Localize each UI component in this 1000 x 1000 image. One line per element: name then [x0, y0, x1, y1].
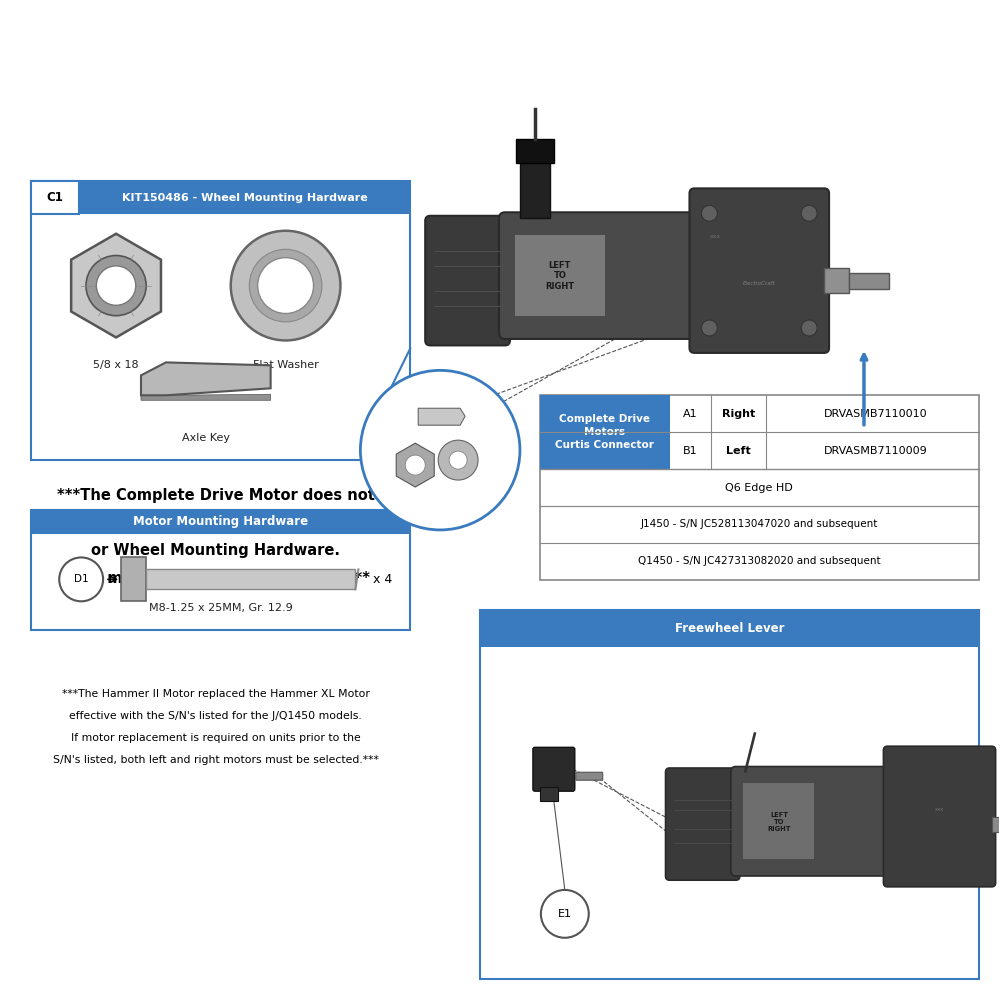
FancyBboxPatch shape [31, 510, 410, 534]
Polygon shape [418, 408, 465, 425]
Circle shape [360, 370, 520, 530]
Polygon shape [396, 443, 434, 487]
Circle shape [405, 455, 425, 475]
Text: effective with the S/N's listed for the J/Q1450 models.: effective with the S/N's listed for the … [69, 711, 362, 721]
Circle shape [258, 258, 314, 314]
Circle shape [59, 557, 103, 601]
Polygon shape [141, 362, 271, 395]
FancyBboxPatch shape [515, 235, 605, 316]
FancyBboxPatch shape [31, 181, 410, 214]
Circle shape [96, 266, 136, 305]
Polygon shape [71, 234, 161, 337]
FancyBboxPatch shape [824, 268, 849, 293]
Text: DRVASMB7110009: DRVASMB7110009 [824, 446, 928, 456]
Text: C1: C1 [47, 191, 64, 204]
FancyBboxPatch shape [743, 783, 814, 859]
Text: DRVASMB7110010: DRVASMB7110010 [824, 409, 928, 419]
Circle shape [801, 205, 817, 221]
Text: ***The Hammer II Motor replaced the Hammer XL Motor: ***The Hammer II Motor replaced the Hamm… [62, 689, 370, 699]
Text: Left: Left [726, 446, 751, 456]
FancyBboxPatch shape [540, 395, 979, 580]
Text: xxx: xxx [935, 807, 944, 812]
FancyBboxPatch shape [121, 557, 146, 601]
FancyBboxPatch shape [480, 610, 979, 647]
Text: S/N's listed, both left and right motors must be selected.***: S/N's listed, both left and right motors… [53, 755, 379, 765]
FancyBboxPatch shape [731, 767, 892, 876]
Circle shape [541, 890, 589, 938]
Circle shape [249, 249, 322, 322]
Text: They must be selected separately.***: They must be selected separately.*** [62, 571, 370, 586]
Text: ***The Complete Drive Motor does not: ***The Complete Drive Motor does not [57, 488, 375, 503]
FancyBboxPatch shape [666, 768, 740, 880]
FancyBboxPatch shape [520, 163, 550, 218]
Text: ElectroCraft: ElectroCraft [743, 281, 776, 286]
Text: Axle Key: Axle Key [182, 433, 230, 443]
Circle shape [701, 320, 717, 336]
FancyBboxPatch shape [689, 188, 829, 353]
Text: D1: D1 [74, 574, 88, 584]
Circle shape [449, 451, 467, 469]
Text: or Wheel Mounting Hardware.: or Wheel Mounting Hardware. [91, 543, 340, 558]
Circle shape [231, 231, 340, 340]
Text: KIT150486 - Wheel Mounting Hardware: KIT150486 - Wheel Mounting Hardware [122, 193, 368, 203]
Text: xxx: xxx [709, 234, 721, 239]
FancyBboxPatch shape [992, 817, 1000, 832]
Text: LEFT
TO
RIGHT: LEFT TO RIGHT [767, 812, 791, 832]
Text: J1450 - S/N JC528113047020 and subsequent: J1450 - S/N JC528113047020 and subsequen… [641, 519, 878, 529]
Text: A1: A1 [683, 409, 698, 419]
Text: x 4: x 4 [373, 573, 393, 586]
FancyBboxPatch shape [516, 139, 554, 163]
Text: Q6 Edge HD: Q6 Edge HD [725, 483, 793, 493]
FancyBboxPatch shape [31, 181, 410, 460]
Text: Complete Drive
Motors
Curtis Connector: Complete Drive Motors Curtis Connector [555, 414, 654, 450]
FancyBboxPatch shape [31, 181, 79, 214]
FancyBboxPatch shape [425, 216, 510, 345]
FancyBboxPatch shape [146, 569, 355, 589]
Text: M8-1.25 x 25MM, Gr. 12.9: M8-1.25 x 25MM, Gr. 12.9 [149, 603, 293, 613]
Circle shape [438, 440, 478, 480]
Text: B1: B1 [683, 446, 698, 456]
FancyBboxPatch shape [533, 747, 575, 791]
FancyBboxPatch shape [849, 273, 889, 289]
Polygon shape [141, 392, 271, 400]
FancyBboxPatch shape [576, 772, 603, 780]
Text: Right: Right [722, 409, 755, 419]
FancyBboxPatch shape [31, 510, 410, 630]
Circle shape [86, 256, 146, 316]
FancyBboxPatch shape [540, 787, 558, 801]
Text: Freewheel Lever: Freewheel Lever [675, 622, 784, 635]
Text: include the Motor Mounting Hardware: include the Motor Mounting Hardware [58, 515, 374, 530]
Circle shape [801, 320, 817, 336]
Text: 5/8 x 18: 5/8 x 18 [93, 360, 139, 370]
Text: If motor replacement is required on units prior to the: If motor replacement is required on unit… [71, 733, 361, 743]
FancyBboxPatch shape [480, 610, 979, 979]
Text: E1: E1 [558, 909, 572, 919]
Text: LEFT
TO
RIGHT: LEFT TO RIGHT [545, 261, 574, 291]
FancyBboxPatch shape [883, 746, 996, 887]
Circle shape [701, 205, 717, 221]
FancyBboxPatch shape [540, 395, 670, 469]
Text: Flat Washer: Flat Washer [253, 360, 318, 370]
Text: Motor Mounting Hardware: Motor Mounting Hardware [133, 515, 308, 528]
FancyBboxPatch shape [499, 212, 700, 339]
Text: Q1450 - S/N JC427313082020 and subsequent: Q1450 - S/N JC427313082020 and subsequen… [638, 556, 881, 566]
